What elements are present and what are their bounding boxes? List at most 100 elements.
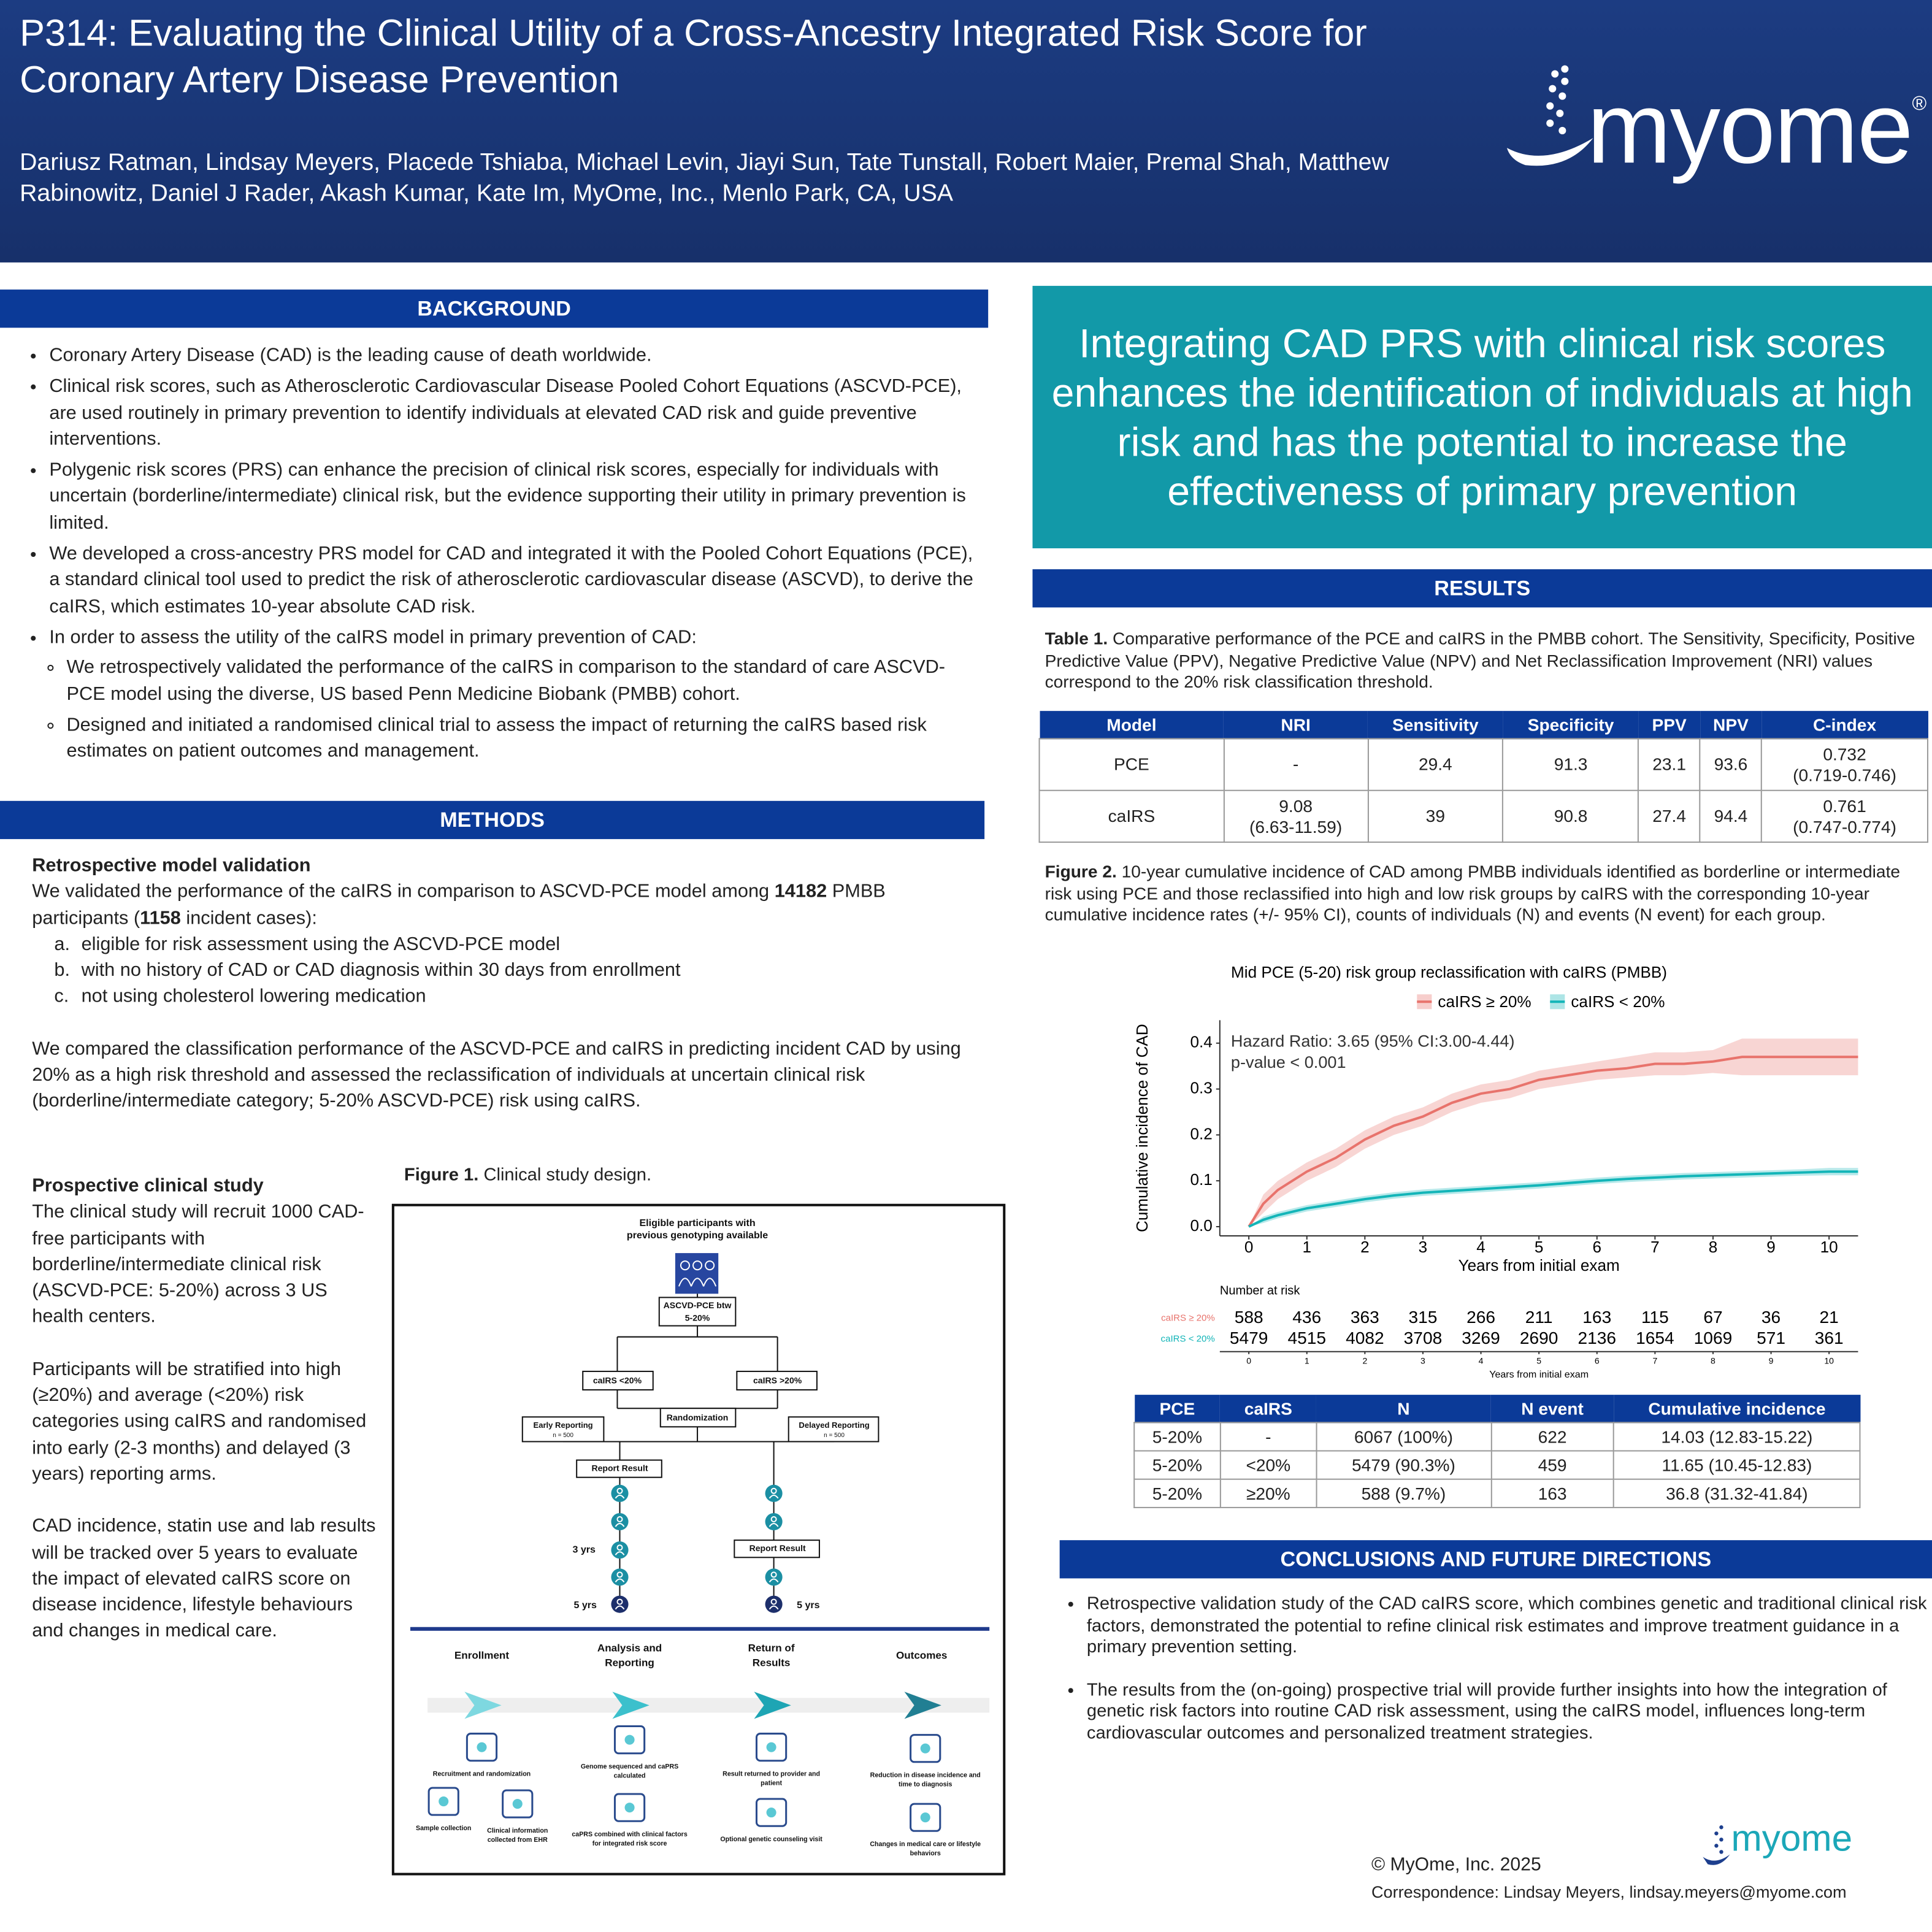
table-cell: 6067 (100%): [1316, 1422, 1492, 1452]
diagram-label: Genome sequenced and caPRS: [581, 1763, 678, 1771]
risk-count: 2136: [1577, 1328, 1616, 1347]
column-header: PPV: [1638, 711, 1700, 739]
icon-part: [770, 1571, 777, 1578]
diagram-label: 5 yrs: [573, 1600, 597, 1611]
table-cell: 39: [1367, 789, 1504, 843]
table-cell: 94.4: [1699, 789, 1763, 843]
risk-count: 67: [1703, 1308, 1722, 1327]
criterion-marker: b.: [54, 960, 71, 981]
table-cell: ≥20%: [1219, 1478, 1317, 1508]
intro-part: 14182: [774, 881, 827, 903]
diagram-label: calculated: [614, 1773, 646, 1780]
icon-part: [705, 1260, 715, 1271]
icon-part: [439, 1796, 449, 1807]
risk-count: 163: [1582, 1308, 1611, 1327]
risk-count: 211: [1525, 1308, 1553, 1327]
diagram-label: Delayed Reporting: [799, 1420, 869, 1430]
column-header: Cumulative incidence: [1614, 1395, 1860, 1423]
sub-item: Designed and initiated a randomised clin…: [66, 712, 973, 765]
footer-logo-icon: [1703, 1825, 1730, 1865]
table: Model NRI Sensitivity Specificity PPV NPV C-in…: [1038, 711, 1928, 843]
x-tick-label: 2: [1362, 1356, 1367, 1366]
diagram-label: caIRS <20%: [593, 1376, 642, 1386]
table-cell: 0.732 (0.719-0.746): [1761, 738, 1928, 791]
figure-caption: Figure 1. Clinical study design.: [404, 1165, 651, 1187]
section-heading: METHODS: [0, 800, 985, 840]
chevron: [904, 1692, 941, 1719]
x-tick-label: 4: [1476, 1238, 1485, 1256]
risk-count: 4515: [1287, 1328, 1326, 1347]
table-row: 5-20% ≥20% 588 (9.7%) 163 36.8 (31.32-41.84): [1133, 1478, 1861, 1508]
icon-part: [615, 1605, 625, 1610]
table-caption: Table 1. Comparative performance of the …: [1045, 629, 1920, 693]
stage-icon: [755, 1798, 788, 1827]
column-header: PCE: [1134, 1395, 1221, 1423]
icon-part: [920, 1812, 930, 1823]
caption-label: Figure 1.: [404, 1165, 479, 1186]
diagram-label: 5-20%: [685, 1313, 710, 1322]
diagram-label: collected from EHR: [488, 1836, 548, 1844]
risk-table-title: Number at risk: [1220, 1284, 1300, 1298]
diagram-box: [521, 1416, 605, 1443]
paragraph: The clinical study will recruit 1000 CAD…: [32, 1202, 364, 1328]
chart-title: Mid PCE (5-20) risk group reclassificati…: [1231, 963, 1667, 981]
table-cell: 0.761 (0.747-0.774): [1761, 789, 1928, 843]
x-tick-label: 0: [1244, 1238, 1254, 1256]
risk-count: 363: [1351, 1308, 1379, 1327]
cell-line: (0.719-0.746): [1793, 764, 1896, 784]
icon-part: [920, 1743, 930, 1754]
risk-count: 36: [1761, 1308, 1781, 1327]
diagram-label: Result returned to provider and: [723, 1771, 820, 1778]
diagram-label: Reduction in disease incidence and: [870, 1772, 981, 1779]
copyright: © MyOme, Inc. 2025: [1371, 1854, 1541, 1876]
table-cell: 163: [1490, 1478, 1615, 1508]
diagram-box: [582, 1370, 654, 1391]
risk-count: 361: [1815, 1328, 1844, 1347]
correspondence: Correspondence: Lindsay Meyers, lindsay.…: [1371, 1882, 1847, 1901]
icon-part: [616, 1598, 623, 1605]
table-cell: PCE: [1038, 738, 1225, 791]
stage-icon: [502, 1789, 534, 1819]
x-tick-label: 10: [1824, 1356, 1834, 1366]
icon-part: [678, 1278, 692, 1287]
table-cell: 5-20%: [1133, 1422, 1221, 1452]
chevron: [464, 1692, 502, 1719]
retrospective-block: Retrospective model validation We valida…: [32, 853, 981, 1114]
diagram-label: n = 500: [553, 1432, 573, 1439]
x-tick-label: 7: [1652, 1356, 1657, 1366]
icon-part: [616, 1516, 623, 1523]
table-cell: 11.65 (10.45-12.83): [1613, 1450, 1861, 1480]
diagram-label: Clinical information: [487, 1827, 548, 1834]
risk-count: 2690: [1520, 1328, 1558, 1347]
bullet-item: Retrospective validation study of the CA…: [1087, 1595, 1932, 1659]
diagram-label: time to diagnosis: [899, 1781, 952, 1788]
chevron: [612, 1692, 650, 1719]
conclusion-list: Retrospective validation study of the CA…: [1062, 1595, 1932, 1766]
risk-count: 266: [1466, 1308, 1495, 1327]
diagram-label: 5 yrs: [797, 1600, 820, 1611]
caption-text: 10-year cumulative incidence of CAD amon…: [1045, 861, 1901, 924]
icon-part: [624, 1735, 635, 1745]
x-tick-label: 9: [1769, 1356, 1774, 1366]
bullet-item: In order to assess the utility of the ca…: [49, 624, 973, 764]
icon-part: [615, 1523, 625, 1527]
column-header: NPV: [1700, 711, 1762, 739]
table-cell: 588 (9.7%): [1316, 1478, 1492, 1508]
intro-part: We validated the performance of the caIR…: [32, 881, 775, 903]
icon-part: [769, 1494, 779, 1499]
diagram-label: caPRS combined with clinical factors: [572, 1831, 687, 1838]
icon-part: [766, 1807, 776, 1818]
paragraph: We validated the performance of the caIR…: [32, 879, 981, 932]
y-tick-label: 0.0: [1190, 1216, 1212, 1235]
stage-icon: [466, 1733, 498, 1762]
logo-text: myome: [1587, 72, 1914, 185]
bullet-text: In order to assess the utility of the ca…: [49, 627, 697, 648]
sub-item: We retrospectively validated the perform…: [66, 654, 973, 707]
x-tick-label: 3: [1419, 1238, 1428, 1256]
risk-count: 1654: [1636, 1328, 1674, 1347]
x-axis-label: Years from initial exam: [1459, 1256, 1620, 1275]
y-tick-label: 0.3: [1190, 1078, 1212, 1097]
